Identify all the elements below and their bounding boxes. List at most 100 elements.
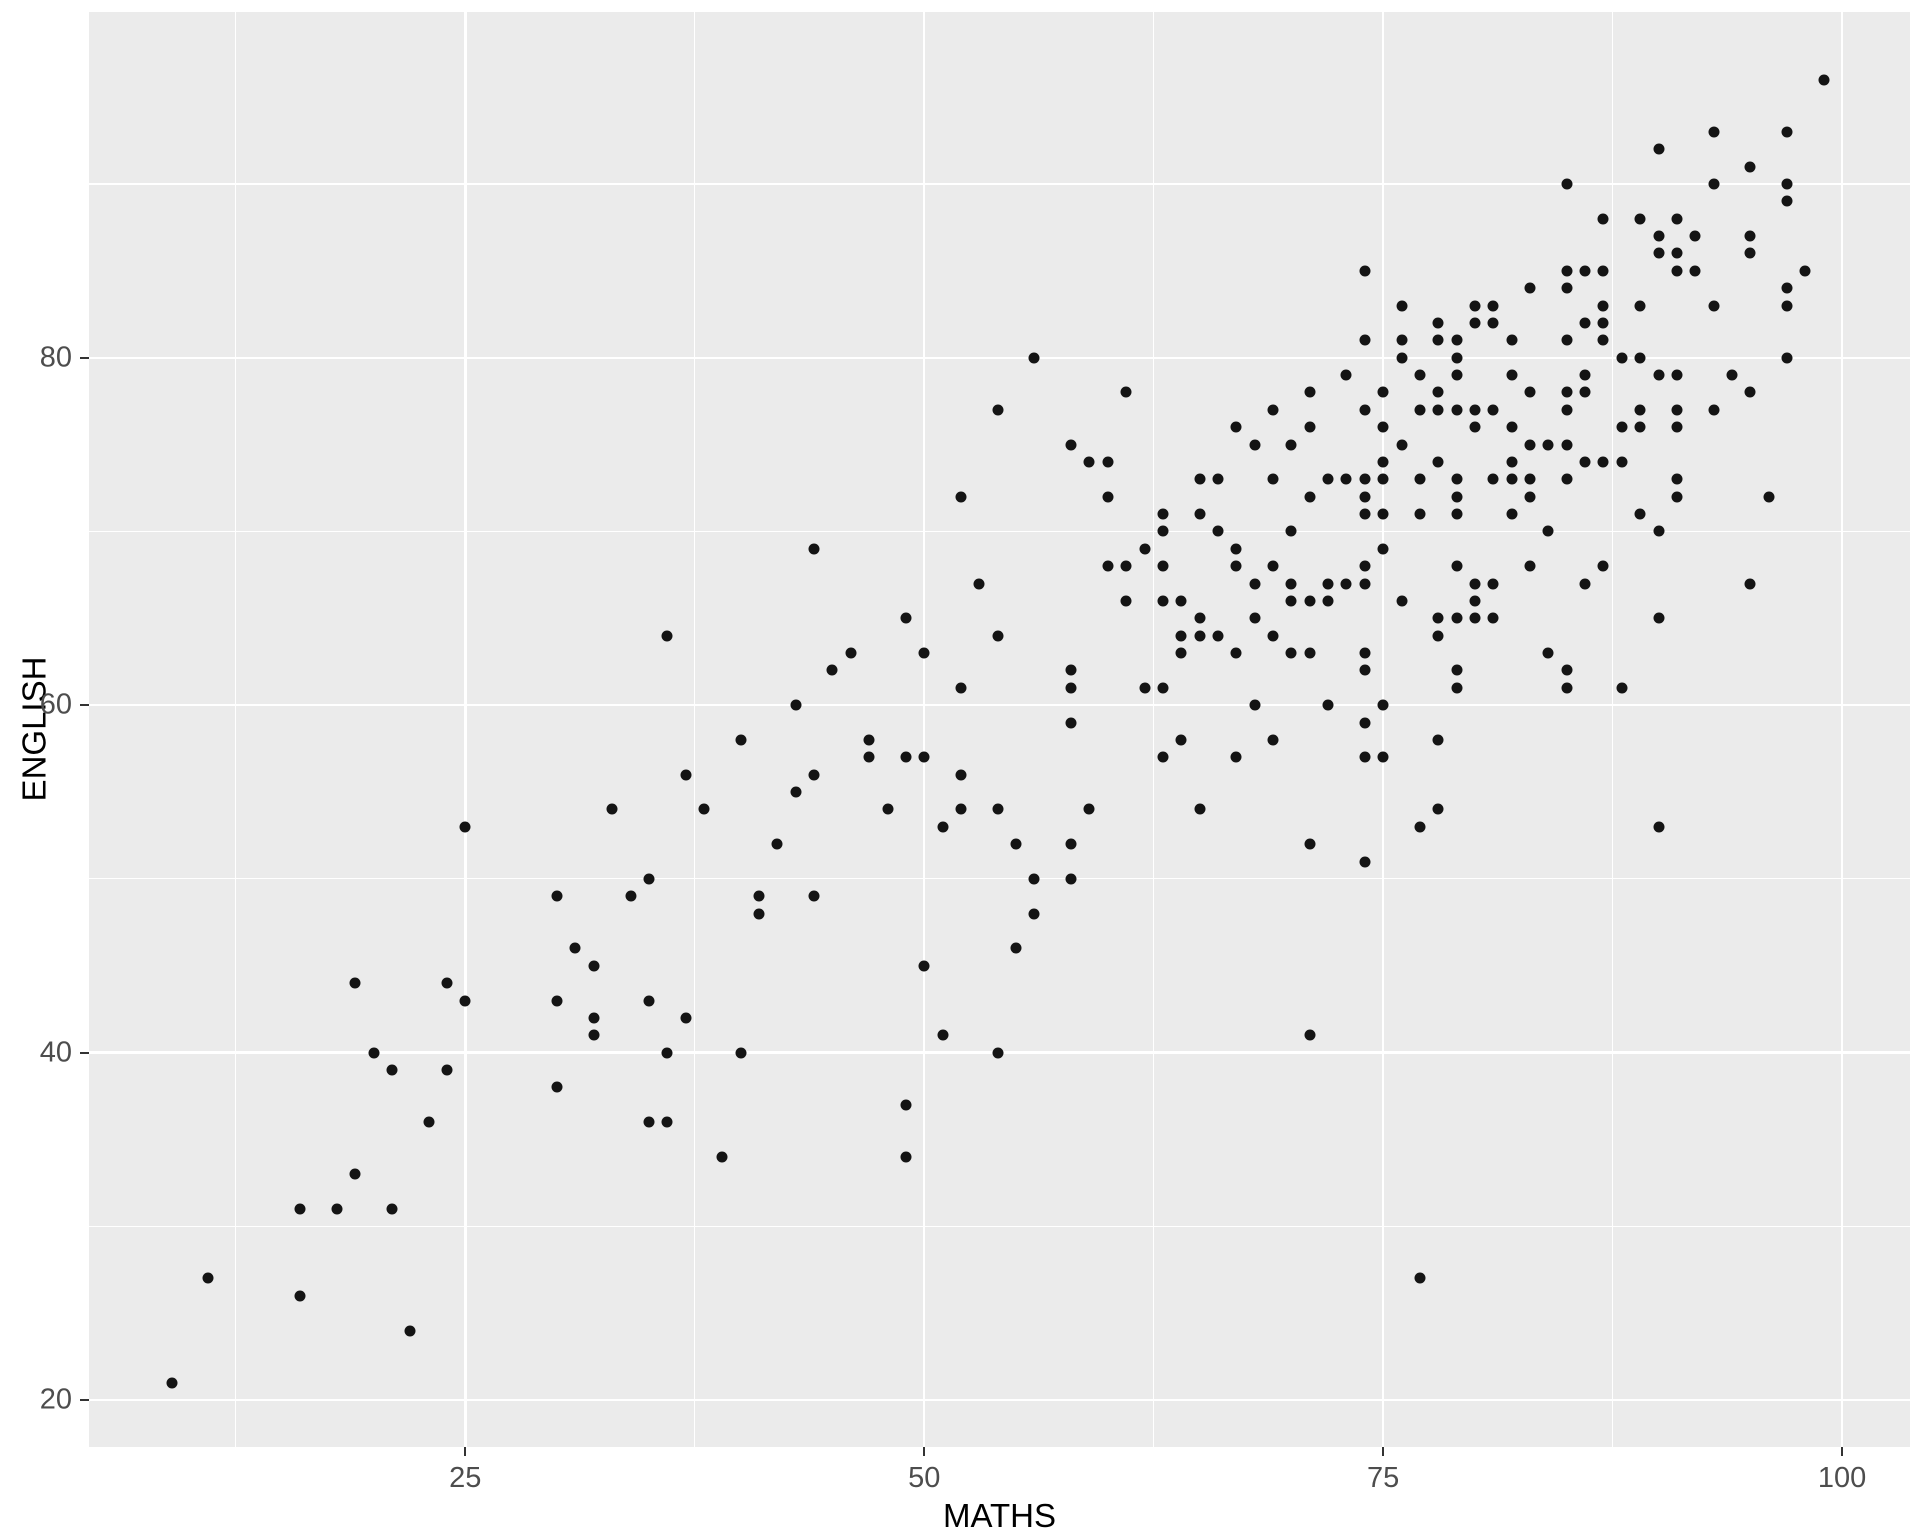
data-point — [1671, 404, 1683, 416]
data-point — [826, 664, 838, 676]
data-point — [1653, 247, 1664, 259]
data-point — [1542, 439, 1554, 451]
data-point — [1671, 491, 1683, 503]
data-point — [1561, 178, 1573, 190]
minor-gridline-y — [89, 878, 1910, 880]
data-point — [1653, 143, 1664, 155]
data-point — [900, 612, 912, 624]
data-point — [368, 1047, 380, 1059]
data-point — [1653, 230, 1664, 242]
data-point — [1524, 473, 1536, 485]
data-point — [1561, 473, 1573, 485]
data-point — [1212, 630, 1224, 642]
data-point — [1561, 664, 1573, 676]
data-point — [1065, 682, 1077, 694]
data-point — [1708, 126, 1720, 138]
data-point — [1432, 386, 1444, 398]
data-point — [1781, 126, 1793, 138]
data-point — [1597, 334, 1609, 346]
x-axis-title: MATHS — [942, 1497, 1057, 1534]
data-point — [1432, 334, 1444, 346]
data-point — [1285, 647, 1297, 659]
data-point — [1432, 734, 1444, 746]
minor-gridline-x — [1153, 12, 1155, 1447]
y-tick-label: 80 — [39, 341, 72, 374]
data-point — [1414, 404, 1426, 416]
major-gridline-y — [89, 703, 1910, 707]
data-point — [1616, 682, 1628, 694]
data-point — [992, 404, 1004, 416]
data-point — [1469, 317, 1481, 329]
data-point — [1065, 873, 1077, 885]
data-point — [1744, 161, 1756, 173]
data-point — [1322, 473, 1334, 485]
data-point — [1781, 178, 1793, 190]
data-point — [1487, 404, 1499, 416]
data-point — [1506, 421, 1518, 433]
data-point — [808, 769, 820, 781]
plot-area — [89, 12, 1910, 1447]
data-point — [1689, 265, 1701, 277]
data-point — [1506, 334, 1518, 346]
data-point — [1726, 369, 1738, 381]
data-point — [294, 1203, 306, 1215]
minor-gridline-x — [235, 12, 237, 1447]
data-point — [1194, 612, 1206, 624]
data-point — [1579, 578, 1591, 590]
data-point — [1285, 439, 1297, 451]
x-tick-mark — [923, 1447, 926, 1456]
data-point — [1304, 421, 1316, 433]
data-point — [1359, 578, 1371, 590]
data-point — [698, 803, 710, 815]
data-point — [1799, 265, 1811, 277]
data-point — [1597, 265, 1609, 277]
data-point — [1267, 734, 1279, 746]
minor-gridline-y — [89, 1225, 1910, 1227]
data-point — [1359, 508, 1371, 520]
data-point — [1561, 282, 1573, 294]
data-point — [1653, 821, 1664, 833]
data-point — [1487, 612, 1499, 624]
data-point — [1561, 334, 1573, 346]
data-point — [1451, 508, 1463, 520]
data-point — [1469, 404, 1481, 416]
data-point — [1781, 195, 1793, 207]
data-point — [955, 803, 967, 815]
data-point — [1194, 508, 1206, 520]
data-point — [1597, 213, 1609, 225]
data-point — [1377, 473, 1389, 485]
data-point — [1377, 543, 1389, 555]
data-point — [459, 821, 471, 833]
data-point — [1634, 300, 1646, 312]
data-point — [588, 1012, 600, 1024]
major-gridline-x — [1840, 12, 1844, 1447]
data-point — [1708, 404, 1720, 416]
data-point — [1689, 230, 1701, 242]
data-point — [1230, 543, 1242, 555]
data-point — [1432, 630, 1444, 642]
data-point — [1267, 473, 1279, 485]
data-point — [1102, 491, 1114, 503]
data-point — [1432, 803, 1444, 815]
data-point — [882, 803, 894, 815]
data-point — [1579, 456, 1591, 468]
data-point — [1377, 699, 1389, 711]
data-point — [1377, 421, 1389, 433]
data-point — [1157, 751, 1169, 763]
data-point — [918, 751, 930, 763]
data-point — [202, 1272, 214, 1284]
data-point — [1597, 317, 1609, 329]
data-point — [1432, 456, 1444, 468]
data-point — [918, 960, 930, 972]
data-point — [900, 1151, 912, 1163]
major-gridline-y — [89, 1398, 1910, 1402]
data-point — [349, 1168, 361, 1180]
data-point — [1487, 473, 1499, 485]
data-point — [1671, 213, 1683, 225]
y-tick-mark — [80, 1399, 89, 1402]
x-tick-label: 50 — [908, 1462, 941, 1494]
data-point — [1414, 821, 1426, 833]
data-point — [1285, 595, 1297, 607]
data-point — [1359, 664, 1371, 676]
data-point — [1451, 404, 1463, 416]
